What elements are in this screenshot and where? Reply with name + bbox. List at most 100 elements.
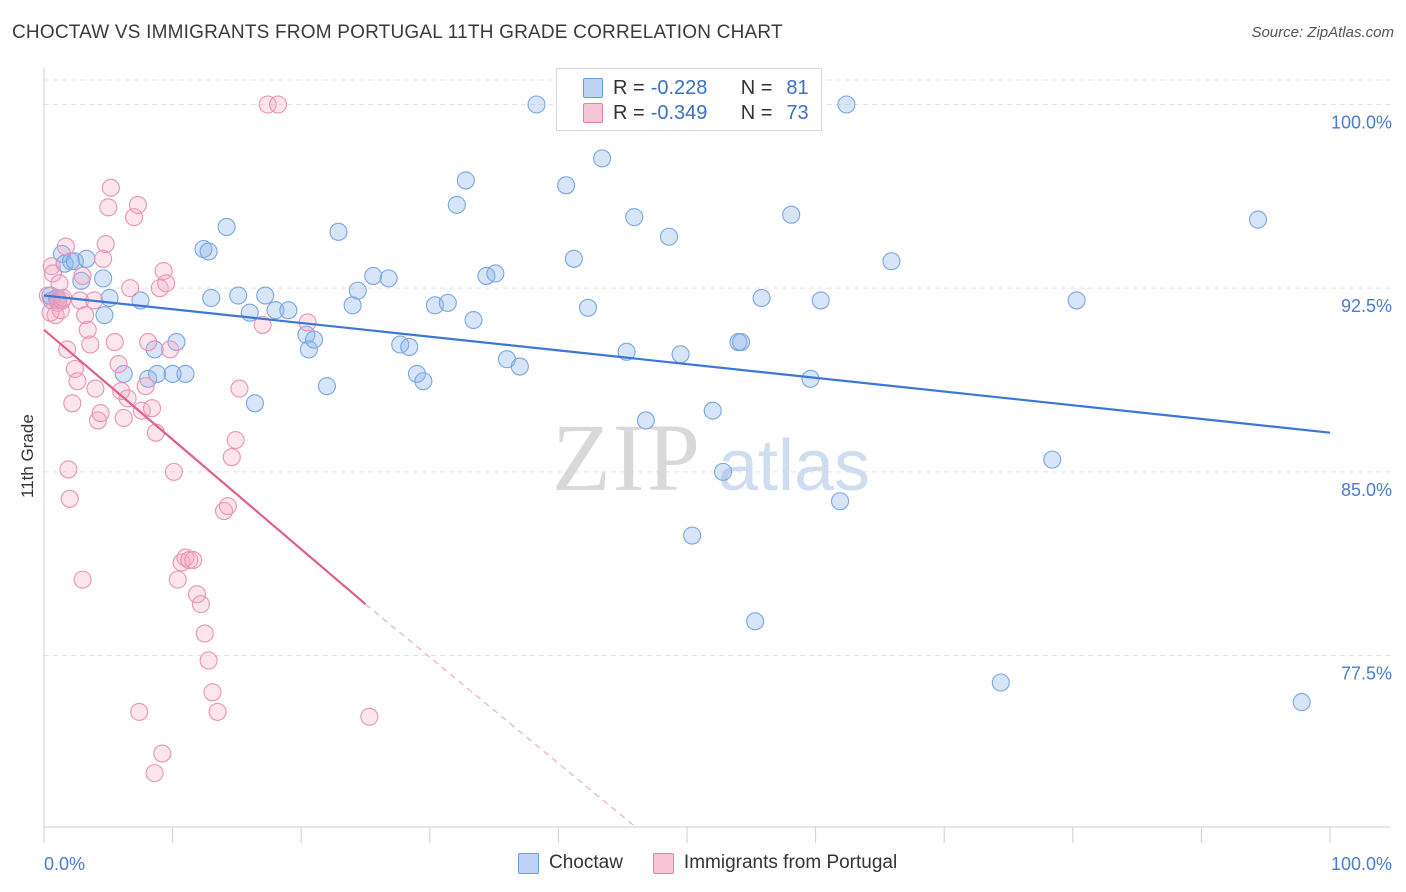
choctaw-point — [305, 330, 324, 349]
legend-r-value: -0.349 — [650, 101, 708, 124]
choctaw-point — [400, 337, 419, 357]
chart-title: CHOCTAW VS IMMIGRANTS FROM PORTUGAL 11TH… — [12, 22, 783, 43]
legend-swatch-portugal — [583, 103, 603, 123]
watermark: ZIP atlas — [552, 404, 870, 511]
choctaw-point — [348, 281, 367, 300]
portugal-point — [60, 489, 79, 508]
choctaw-point — [1043, 450, 1062, 469]
legend-swatch-choctaw — [583, 78, 603, 98]
choctaw-point — [636, 411, 655, 430]
portugal-point — [168, 570, 187, 589]
choctaw-point — [167, 333, 186, 352]
portugal-point — [195, 624, 214, 643]
portugal-point — [86, 379, 105, 398]
portugal-point — [230, 379, 249, 398]
portugal-point — [191, 595, 210, 614]
portugal-point — [91, 404, 110, 423]
portugal-point — [121, 279, 140, 298]
legend-n-label: N = — [740, 76, 773, 99]
choctaw-point — [266, 301, 285, 320]
source-label: Source: ZipAtlas.com — [1251, 24, 1394, 41]
portugal-point — [180, 550, 199, 570]
y-tick-label: 77.5% — [1341, 664, 1392, 684]
portugal-trend-line — [43, 328, 367, 605]
choctaw-point — [229, 286, 248, 305]
choctaw-point — [837, 95, 856, 114]
portugal-point — [81, 335, 100, 354]
x-tick-label-max: 100.0% — [1331, 854, 1392, 874]
portugal-point — [59, 460, 78, 479]
portugal-point — [253, 315, 272, 334]
tick-labels: 77.5% 85.0% 92.5% 100.0% 0.0% 100.0% — [44, 112, 1392, 874]
choctaw-point — [299, 340, 318, 359]
data-points — [38, 95, 1311, 783]
choctaw-point — [199, 242, 218, 261]
y-tick-label: 100.0% — [1331, 112, 1392, 132]
portugal-point — [96, 235, 115, 254]
y-tick-label: 85.0% — [1341, 480, 1392, 500]
portugal-point — [128, 195, 147, 214]
portugal-point — [157, 274, 176, 293]
choctaw-point — [464, 310, 483, 330]
choctaw-point — [671, 345, 690, 364]
choctaw-point — [438, 293, 457, 312]
choctaw-point — [447, 195, 466, 214]
choctaw-point — [593, 149, 612, 168]
portugal-point — [184, 550, 203, 570]
watermark-zip: ZIP — [552, 404, 702, 511]
legend-r-label: R = — [613, 76, 645, 99]
portugal-point — [118, 389, 137, 408]
choctaw-point — [683, 526, 702, 545]
portugal-point — [258, 95, 277, 114]
choctaw-point — [202, 288, 221, 308]
choctaw-point — [317, 377, 336, 396]
choctaw-point — [407, 364, 426, 383]
legend-row-choctaw: R = -0.228 N = 81 — [583, 75, 809, 101]
choctaw-point — [329, 222, 348, 241]
portugal-point — [105, 333, 124, 352]
portugal-point — [164, 462, 183, 481]
choctaw-point — [364, 266, 383, 285]
portugal-point — [68, 372, 87, 391]
choctaw-point — [163, 364, 182, 383]
choctaw-point — [731, 333, 751, 352]
choctaw-point — [65, 252, 84, 271]
choctaw-point — [256, 286, 275, 305]
legend-item-portugal: Immigrants from Portugal — [652, 852, 897, 874]
trend-lines — [43, 294, 1331, 828]
stats-legend: R = -0.228 N = 81 R = -0.349 N = 73 — [556, 68, 822, 131]
choctaw-point — [557, 176, 576, 195]
choctaw-point — [414, 372, 433, 391]
choctaw-point — [379, 269, 398, 288]
portugal-point — [139, 333, 158, 352]
portugal-point — [360, 707, 379, 726]
choctaw-point — [94, 269, 113, 288]
portugal-trend-extension — [365, 603, 636, 828]
choctaw-point — [752, 288, 771, 308]
choctaw-point — [194, 239, 213, 259]
legend-swatch-choctaw — [518, 852, 539, 874]
portugal-point — [142, 399, 162, 418]
choctaw-trend-line — [43, 294, 1331, 434]
y-tick-label: 92.5% — [1341, 296, 1392, 316]
portugal-point — [73, 266, 92, 285]
choctaw-point — [139, 369, 158, 388]
choctaw-point — [456, 171, 475, 190]
choctaw-point — [578, 298, 598, 317]
legend-r-value: -0.228 — [650, 76, 708, 99]
portugal-point — [203, 683, 222, 702]
x-tick-label-min: 0.0% — [44, 854, 85, 874]
choctaw-point — [811, 291, 830, 310]
choctaw-point — [510, 357, 529, 376]
choctaw-point — [176, 364, 195, 383]
choctaw-point — [625, 208, 644, 227]
choctaw-point — [486, 264, 505, 283]
choctaw-point — [713, 462, 733, 481]
choctaw-point — [703, 401, 722, 420]
portugal-point — [187, 585, 207, 604]
portugal-point — [109, 355, 128, 374]
legend-row-portugal: R = -0.349 N = 73 — [583, 100, 809, 126]
choctaw-point — [527, 95, 546, 114]
portugal-point — [199, 651, 218, 670]
